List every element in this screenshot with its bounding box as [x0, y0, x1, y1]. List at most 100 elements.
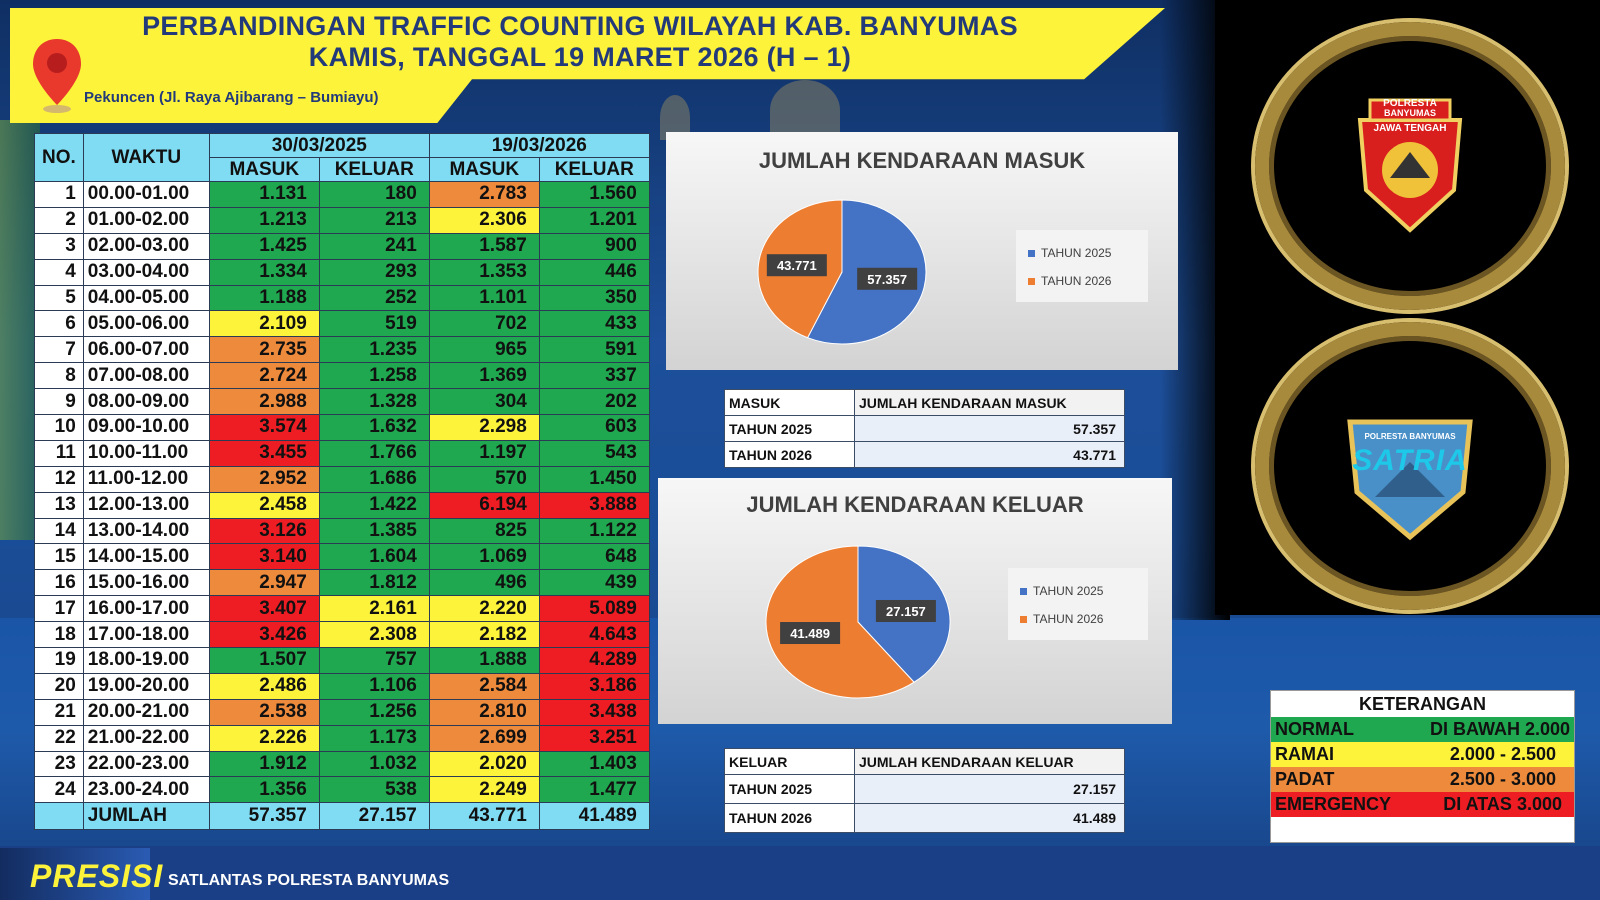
keluar-2026-header: KELUAR: [538, 157, 650, 182]
masuk-2025-cell: 1.213: [208, 206, 320, 234]
table-row: 15 14.00-15.00 3.140 1.604 1.069 648: [34, 543, 650, 571]
keluar-2025-cell: 1.256: [318, 698, 430, 726]
row-time: 11.00-12.00: [82, 465, 210, 493]
mosque-dome-decoration: [770, 80, 840, 140]
masuk-2026-cell: 2.220: [428, 595, 540, 623]
satria-shield-icon: [1347, 419, 1473, 541]
masuk-2025-cell: 3.426: [208, 621, 320, 649]
keterangan-range: DI ATAS 3.000: [1443, 794, 1562, 814]
emblem-text-jateng: JAWA TENGAH: [1373, 123, 1447, 134]
chart-masuk-pie: 57.357 43.771: [757, 199, 927, 345]
keluar-2026-cell: 439: [538, 569, 650, 597]
row-time: 04.00-05.00: [82, 284, 210, 312]
masuk-2025-cell: 2.226: [208, 724, 320, 752]
row-time: 05.00-06.00: [82, 310, 210, 338]
row-time: 15.00-16.00: [82, 569, 210, 597]
keluar-2026-cell: 337: [538, 362, 650, 390]
masuk-2026-cell: 2.182: [428, 621, 540, 649]
masuk-2025-cell: 3.140: [208, 543, 320, 571]
masuk-2025-cell: 3.407: [208, 595, 320, 623]
keluar-2026-cell: 3.251: [538, 724, 650, 752]
legend-label: TAHUN 2026: [1033, 612, 1104, 626]
table-row: 20 19.00-20.00 2.486 1.106 2.584 3.186: [34, 672, 650, 700]
keluar-2025-cell: 1.106: [318, 672, 430, 700]
masuk-2026-header: MASUK: [428, 157, 540, 182]
row-time: 14.00-15.00: [82, 543, 210, 571]
masuk-2025-cell: 2.458: [208, 491, 320, 519]
keterangan-range: DI BAWAH 2.000: [1429, 719, 1570, 739]
keluar-2025-cell: 1.385: [318, 517, 430, 545]
emblem-text-satria: SATRIA: [1352, 444, 1468, 477]
row-number: 13: [34, 491, 84, 519]
masuk-2025-cell: 3.574: [208, 414, 320, 441]
masuk-2026-cell: 1.369: [428, 362, 540, 390]
data-label: 41.489: [790, 626, 830, 641]
masuk-2025-cell: 1.334: [208, 258, 320, 286]
masuk-2026-cell: 2.783: [428, 181, 540, 208]
masuk-2026-cell: 2.306: [428, 206, 540, 234]
row-time: 08.00-09.00: [82, 388, 210, 416]
keterangan-row-ramai: RAMAI 2.000 - 2.500: [1271, 742, 1574, 767]
summary-masuk-row-value: 43.771: [854, 441, 1125, 468]
traffic-table: NO. WAKTU 30/03/2025 19/03/2026 MASUK KE…: [34, 133, 650, 831]
keterangan-status: RAMAI: [1275, 744, 1334, 764]
keluar-2025-cell: 1.604: [318, 543, 430, 571]
keluar-2026-cell: 648: [538, 543, 650, 571]
legend-swatch-2026: [1028, 277, 1035, 285]
legend-swatch-2026: [1020, 615, 1027, 623]
keterangan-status: PADAT: [1275, 769, 1335, 789]
row-time: 18.00-19.00: [82, 647, 210, 674]
keterangan-legend: KETERANGAN NORMAL DI BAWAH 2.000 RAMAI 2.0…: [1270, 690, 1575, 843]
table-row: 2 01.00-02.00 1.213 213 2.306 1.201: [34, 206, 650, 234]
row-number: 22: [34, 724, 84, 752]
keluar-2026-cell: 3.438: [538, 698, 650, 726]
masuk-2026-cell: 2.699: [428, 724, 540, 752]
masuk-2026-cell: 570: [428, 465, 540, 493]
row-time: 13.00-14.00: [82, 517, 210, 545]
row-number: 18: [34, 621, 84, 649]
masuk-2026-cell: 1.101: [428, 284, 540, 312]
row-number: 1: [34, 181, 84, 208]
keterangan-title: KETERANGAN: [1358, 694, 1486, 714]
row-number: 9: [34, 388, 84, 416]
date-2026-header: 19/03/2026: [428, 133, 650, 158]
keluar-2026-cell: 543: [538, 439, 650, 467]
row-number: 4: [34, 258, 84, 286]
row-number: 8: [34, 362, 84, 390]
masuk-2025-cell: 2.109: [208, 310, 320, 338]
table-row: 23 22.00-23.00 1.912 1.032 2.020 1.403: [34, 750, 650, 778]
row-time: 19.00-20.00: [82, 672, 210, 700]
masuk-2026-cell: 1.197: [428, 439, 540, 467]
data-label: 57.357: [867, 272, 907, 287]
chart-keluar-title: JUMLAH KENDARAAN KELUAR: [746, 492, 1084, 517]
footer-band: [0, 846, 1600, 900]
data-label-box: [780, 622, 841, 645]
keluar-2025-cell: 1.173: [318, 724, 430, 752]
legend-swatch-2025: [1028, 249, 1035, 257]
summary-keluar-row-value: 27.157: [854, 774, 1125, 804]
keluar-2026-cell: 1.403: [538, 750, 650, 778]
masuk-2025-cell: 2.952: [208, 465, 320, 493]
chart-keluar-panel: JUMLAH KENDARAAN KELUAR 27.157 41.489 TAH…: [658, 478, 1172, 724]
masuk-2026-cell: 2.298: [428, 414, 540, 441]
legend-item: TAHUN 2025: [1020, 584, 1136, 598]
chart-keluar-legend: TAHUN 2025 TAHUN 2026: [1008, 568, 1148, 640]
table-row: 6 05.00-06.00 2.109 519 702 433: [34, 310, 650, 338]
row-number: 6: [34, 310, 84, 338]
col-time-header: WAKTU: [82, 133, 210, 182]
summary-masuk-row-label: TAHUN 2025: [724, 415, 855, 442]
masuk-2026-cell: 702: [428, 310, 540, 338]
table-row: 16 15.00-16.00 2.947 1.812 496 439: [34, 569, 650, 597]
row-number: 23: [34, 750, 84, 778]
row-time: 09.00-10.00: [82, 414, 210, 441]
masuk-2025-cell: 1.912: [208, 750, 320, 778]
table-row: 11 10.00-11.00 3.455 1.766 1.197 543: [34, 439, 650, 467]
masuk-2026-cell: 1.353: [428, 258, 540, 286]
location-label: Pekuncen (Jl. Raya Ajibarang – Bumiayu): [84, 89, 379, 106]
footer-label: SATLANTAS POLRESTA BANYUMAS: [168, 872, 450, 889]
masuk-2026-cell: 1.587: [428, 232, 540, 260]
row-time: 16.00-17.00: [82, 595, 210, 623]
keluar-2026-cell: 1.201: [538, 206, 650, 234]
row-number: 17: [34, 595, 84, 623]
summary-masuk-row-label: TAHUN 2026: [724, 441, 855, 468]
